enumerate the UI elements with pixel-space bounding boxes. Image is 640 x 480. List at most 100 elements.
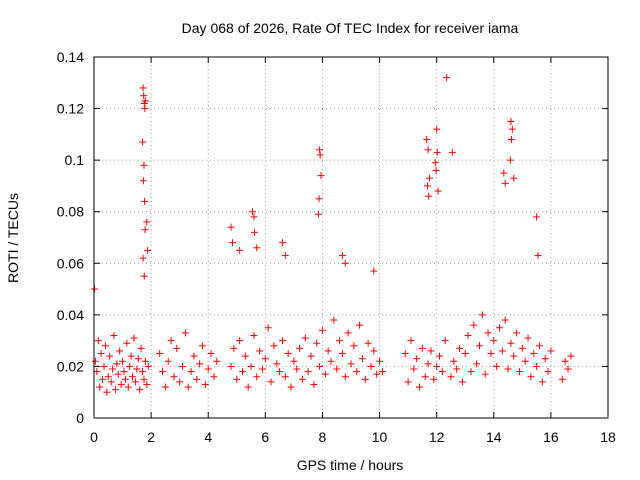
data-point-plus (227, 223, 235, 231)
data-point-plus (470, 321, 478, 329)
data-point-plus (443, 74, 451, 82)
data-point-plus (103, 388, 111, 396)
data-point-plus (433, 362, 441, 370)
data-point-plus (423, 136, 431, 144)
data-point-plus (456, 344, 464, 352)
data-point-plus (507, 117, 515, 125)
x-tick-label: 0 (90, 429, 98, 445)
data-point-plus (510, 352, 518, 360)
data-point-plus (119, 357, 127, 365)
data-point-plus (478, 311, 486, 319)
data-point-plus (507, 339, 515, 347)
data-point-plus (141, 97, 149, 105)
data-point-plus (530, 350, 538, 358)
y-tick-label: 0.12 (57, 101, 84, 117)
data-point-plus (427, 347, 435, 355)
data-point-plus (247, 362, 255, 370)
data-point-plus (164, 357, 172, 365)
data-point-plus (159, 368, 167, 376)
data-point-plus (431, 159, 439, 167)
data-point-plus (413, 355, 421, 363)
data-point-plus (179, 362, 187, 370)
data-point-plus (407, 337, 415, 345)
data-point-plus (91, 285, 99, 293)
data-point-plus (126, 362, 134, 370)
data-point-plus (524, 334, 532, 342)
data-point-plus (267, 378, 275, 386)
data-point-plus (315, 195, 323, 203)
data-point-plus (140, 375, 148, 383)
data-point-plus (534, 252, 542, 260)
data-point-plus (227, 362, 235, 370)
data-point-plus (256, 347, 264, 355)
data-point-plus (367, 362, 375, 370)
y-tick-label: 0.14 (57, 49, 84, 65)
data-point-plus (547, 347, 555, 355)
data-point-plus (318, 326, 326, 334)
data-point-plus (199, 342, 207, 350)
data-point-plus (176, 378, 184, 386)
data-point-plus (204, 365, 212, 373)
data-point-plus (287, 383, 295, 391)
data-point-plus (141, 226, 149, 234)
data-point-plus (344, 329, 352, 337)
data-point-plus (109, 365, 117, 373)
x-tick-label: 10 (372, 429, 388, 445)
data-point-plus (464, 331, 472, 339)
data-point-plus (140, 272, 148, 280)
data-point-plus (241, 352, 249, 360)
x-tick-label: 6 (261, 429, 269, 445)
data-point-plus (250, 331, 258, 339)
x-tick-label: 4 (204, 429, 212, 445)
data-point-plus (270, 342, 278, 350)
data-point-plus (504, 365, 512, 373)
data-point-plus (250, 213, 258, 221)
data-point-plus (296, 344, 304, 352)
data-point-plus (273, 360, 281, 368)
data-point-plus (139, 177, 147, 185)
x-tick-label: 16 (543, 429, 559, 445)
data-point-plus (518, 344, 526, 352)
data-point-plus (110, 331, 118, 339)
data-point-plus (436, 352, 444, 360)
data-point-plus (304, 368, 312, 376)
data-point-plus (370, 347, 378, 355)
data-point-plus (433, 148, 441, 156)
data-point-plus (100, 362, 108, 370)
data-point-plus (210, 373, 218, 381)
data-point-plus (441, 337, 449, 345)
y-tick-label: 0.04 (57, 307, 84, 323)
data-point-plus (184, 383, 192, 391)
data-point-plus (310, 380, 318, 388)
data-point-plus (378, 368, 386, 376)
y-axis-label: ROTI / TECUs (5, 193, 21, 283)
data-point-plus (99, 375, 107, 383)
data-point-plus (510, 174, 518, 182)
data-point-plus (515, 368, 523, 376)
data-point-plus (506, 156, 514, 164)
x-tick-label: 18 (600, 429, 616, 445)
data-point-plus (416, 383, 424, 391)
data-point-plus (350, 342, 358, 350)
data-point-plus (425, 192, 433, 200)
data-point-plus (453, 365, 461, 373)
data-point-plus (434, 187, 442, 195)
data-point-plus (498, 347, 506, 355)
data-point-plus (141, 105, 149, 113)
data-point-plus (561, 357, 569, 365)
data-point-plus (236, 337, 244, 345)
data-point-plus (133, 365, 141, 373)
data-point-plus (264, 324, 272, 332)
data-point-plus (94, 337, 102, 345)
data-point-plus (116, 347, 124, 355)
data-point-plus (107, 378, 115, 386)
x-tick-label: 12 (429, 429, 445, 445)
data-point-plus (500, 169, 508, 177)
data-point-plus (236, 246, 244, 254)
y-tick-label: 0.1 (65, 152, 85, 168)
data-points (91, 74, 575, 396)
data-point-plus (544, 368, 552, 376)
data-point-plus (418, 344, 426, 352)
data-point-plus (404, 378, 412, 386)
